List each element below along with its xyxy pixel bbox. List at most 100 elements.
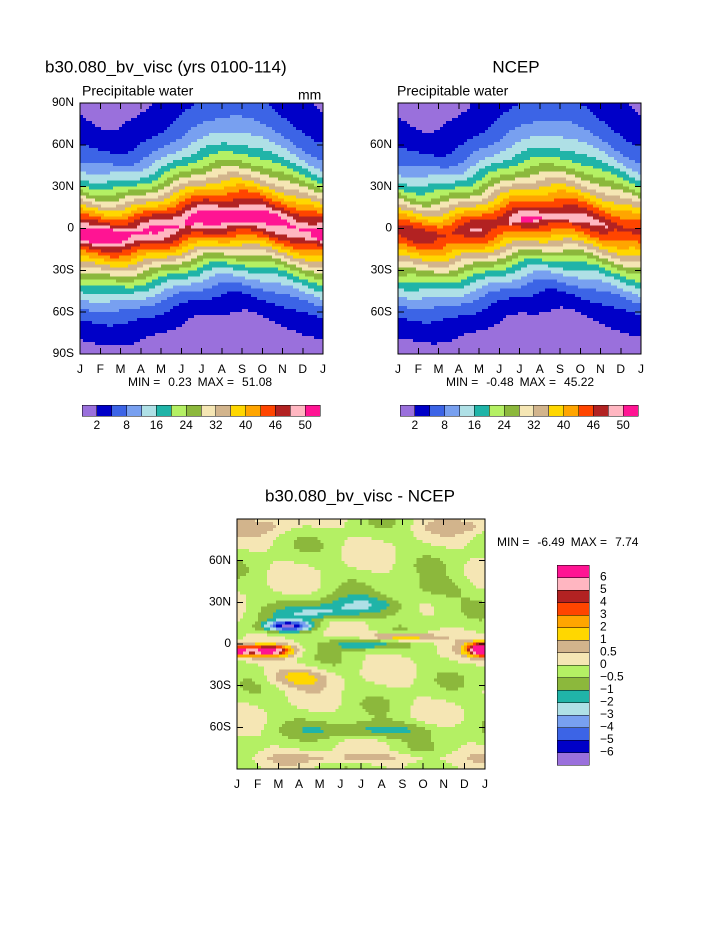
contour-band xyxy=(314,624,322,629)
contour-band xyxy=(323,546,343,550)
contour-band xyxy=(317,537,349,541)
contour-band xyxy=(80,216,102,221)
contour-band xyxy=(422,555,432,559)
x-tick-label: J xyxy=(178,362,184,376)
contour-band xyxy=(80,153,150,158)
contour-band xyxy=(626,282,642,286)
contour-band xyxy=(197,123,267,128)
contour-band xyxy=(437,231,453,236)
contour-band xyxy=(305,237,318,242)
contour-band xyxy=(221,165,240,170)
contour-band xyxy=(143,156,162,161)
contour-band xyxy=(518,210,540,215)
contour-band xyxy=(473,300,498,304)
contour-band xyxy=(113,324,183,328)
contour-band xyxy=(89,186,114,191)
contour-band xyxy=(416,273,459,277)
contour-band xyxy=(608,141,633,146)
x-tick-label: J xyxy=(482,777,488,791)
contour-band xyxy=(419,150,453,155)
contour-band xyxy=(632,210,642,215)
contour-band xyxy=(434,189,474,194)
contour-band xyxy=(422,213,444,218)
contour-band xyxy=(485,270,516,274)
contour-band xyxy=(617,285,636,289)
contour-band xyxy=(515,141,588,146)
contour-band xyxy=(440,207,456,212)
contour-band xyxy=(506,273,528,277)
contour-band xyxy=(446,564,465,568)
contour-band xyxy=(470,597,486,601)
contour-band xyxy=(80,114,84,119)
contour-band xyxy=(374,525,393,529)
contour-band xyxy=(299,213,324,218)
contour-band xyxy=(152,279,168,283)
contour-band xyxy=(203,279,261,283)
contour-band xyxy=(476,663,486,668)
contour-band xyxy=(419,579,453,583)
contour-band xyxy=(179,189,195,194)
min-label: MIN = xyxy=(446,375,478,389)
contour-band xyxy=(467,654,474,659)
contour-band xyxy=(323,633,376,638)
contour-band xyxy=(308,672,322,677)
contour-band xyxy=(494,249,507,254)
contour-band xyxy=(389,702,414,707)
contour-band xyxy=(275,183,300,188)
contour-band xyxy=(320,576,420,580)
contour-band xyxy=(293,216,324,221)
contour-band xyxy=(632,204,642,209)
x-tick-label: A xyxy=(137,362,145,376)
contour-band xyxy=(482,531,486,535)
contour-band xyxy=(260,177,279,182)
contour-band xyxy=(416,192,426,197)
contour-band xyxy=(248,549,268,553)
contour-band xyxy=(293,651,298,656)
contour-band xyxy=(605,324,642,328)
contour-band xyxy=(245,600,277,604)
contour-band xyxy=(632,141,642,146)
contour-band xyxy=(176,258,192,262)
contour-band xyxy=(587,255,600,259)
contour-band xyxy=(416,570,447,574)
contour-band xyxy=(122,123,171,128)
contour-band xyxy=(137,318,189,322)
contour-band xyxy=(449,216,462,221)
contour-band xyxy=(461,258,498,262)
contour-band xyxy=(242,243,261,248)
contour-band xyxy=(398,147,408,152)
contour-band xyxy=(341,558,396,562)
contour-band xyxy=(281,144,297,149)
colorbar-label: 8 xyxy=(441,418,448,432)
contour-band xyxy=(299,648,307,653)
contour-band xyxy=(170,183,180,188)
contour-band xyxy=(317,738,346,743)
contour-band xyxy=(237,723,265,728)
colorbar-box xyxy=(260,404,276,417)
contour-band xyxy=(398,267,417,271)
contour-band xyxy=(80,273,111,277)
contour-band xyxy=(317,237,324,242)
x-tick-label: M xyxy=(116,362,126,376)
contour-band xyxy=(89,300,111,304)
contour-band xyxy=(488,186,501,191)
contour-band xyxy=(284,306,324,310)
contour-band xyxy=(293,639,331,644)
contour-band xyxy=(293,123,324,128)
contour-band xyxy=(284,693,343,698)
contour-band xyxy=(458,336,642,340)
x-tick-label: F xyxy=(97,362,104,376)
contour-band xyxy=(152,162,168,167)
contour-band xyxy=(237,741,340,746)
colorbar-label: 24 xyxy=(179,418,193,432)
contour-band xyxy=(389,708,411,713)
contour-band xyxy=(473,183,483,188)
contour-band xyxy=(596,201,615,206)
contour-band xyxy=(494,153,516,158)
contour-band xyxy=(188,249,198,254)
contour-band xyxy=(326,594,349,598)
contour-band xyxy=(434,612,465,616)
contour-band xyxy=(308,192,324,197)
contour-band xyxy=(374,681,414,686)
contour-band xyxy=(464,708,486,713)
